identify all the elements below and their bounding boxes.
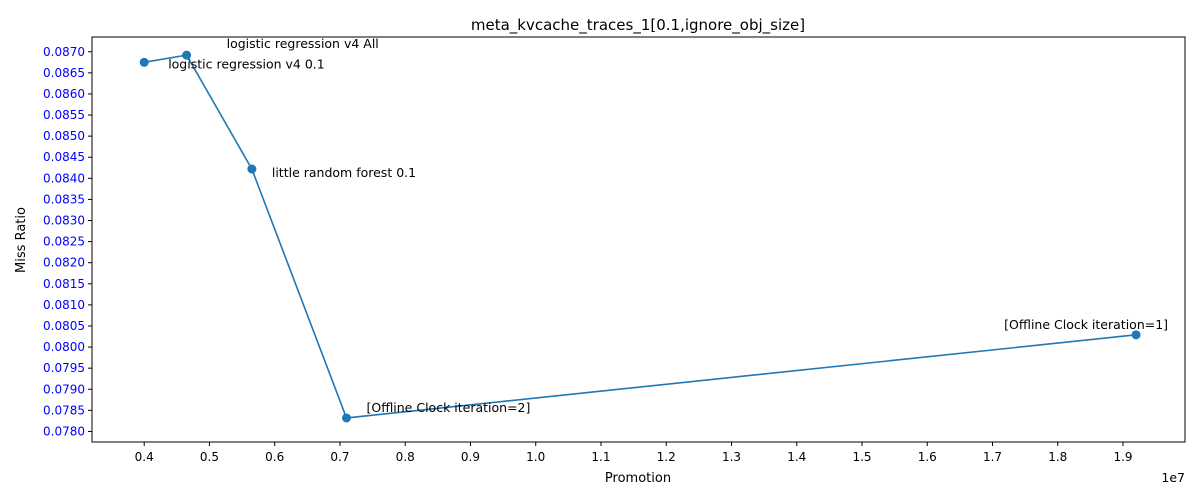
x-tick-label: 0.9 (461, 450, 480, 464)
y-axis-ticks: 0.0780 0.0785 0.0790 0.0795 0.0800 0.0805 0.08… (43, 45, 92, 438)
y-tick-label: 0.0805 (43, 319, 85, 333)
y-tick-label: 0.0850 (43, 129, 85, 143)
x-axis-label: Promotion (605, 471, 671, 486)
x-tick-label: 1.2 (657, 450, 676, 464)
data-point (247, 164, 257, 174)
y-tick-label: 0.0860 (43, 87, 85, 101)
x-tick-label: 0.7 (330, 450, 349, 464)
point-annotation: little random forest 0.1 (272, 165, 416, 180)
y-axis-label: Miss Ratio (14, 207, 29, 273)
data-point (1131, 330, 1141, 340)
y-tick-label: 0.0855 (43, 108, 85, 122)
x-tick-label: 1.3 (722, 450, 741, 464)
x-tick-label: 1.5 (852, 450, 871, 464)
point-annotation: logistic regression v4 0.1 (168, 56, 325, 71)
data-series (139, 50, 1141, 423)
y-tick-label: 0.0835 (43, 192, 85, 206)
y-tick-label: 0.0870 (43, 45, 85, 59)
y-tick-label: 0.0800 (43, 340, 85, 354)
point-annotations: logistic regression v4 0.1 logistic regre… (168, 36, 1168, 415)
y-tick-label: 0.0825 (43, 235, 85, 249)
y-tick-label: 0.0790 (43, 382, 85, 396)
x-tick-label: 0.5 (200, 450, 219, 464)
data-point (182, 50, 192, 60)
x-tick-label: 1.8 (1048, 450, 1067, 464)
y-tick-label: 0.0820 (43, 256, 85, 270)
point-annotation: [Offline Clock iteration=2] (366, 400, 530, 415)
y-tick-label: 0.0865 (43, 66, 85, 80)
y-tick-label: 0.0780 (43, 424, 85, 438)
series-line (144, 54, 1137, 419)
y-tick-label: 0.0815 (43, 277, 85, 291)
data-point (341, 413, 351, 423)
x-tick-label: 1.1 (591, 450, 610, 464)
x-tick-label: 1.6 (918, 450, 937, 464)
x-tick-label: 0.6 (265, 450, 284, 464)
y-tick-label: 0.0845 (43, 150, 85, 164)
point-annotation: logistic regression v4 All (227, 36, 379, 51)
x-tick-label: 0.8 (396, 450, 415, 464)
x-axis-offset-label: 1e7 (1161, 470, 1185, 485)
x-tick-label: 1.4 (787, 450, 806, 464)
y-tick-label: 0.0795 (43, 361, 85, 375)
point-annotation: [Offline Clock iteration=1] (1004, 317, 1168, 332)
plot-area-frame (91, 36, 1186, 443)
y-tick-label: 0.0785 (43, 403, 85, 417)
chart-title: meta_kvcache_traces_1[0.1,ignore_obj_siz… (471, 16, 805, 35)
x-axis-ticks: 0.4 0.5 0.6 0.7 0.8 0.9 1.0 1.1 1.2 1.3 1.4 1.5 1.6 1… (135, 442, 1133, 464)
x-tick-label: 1.9 (1113, 450, 1132, 464)
data-point (139, 57, 149, 67)
x-tick-label: 0.4 (135, 450, 154, 464)
y-tick-label: 0.0810 (43, 298, 85, 312)
y-tick-label: 0.0830 (43, 214, 85, 228)
x-tick-label: 1.7 (983, 450, 1002, 464)
x-tick-label: 1.0 (526, 450, 545, 464)
y-tick-label: 0.0840 (43, 171, 85, 185)
